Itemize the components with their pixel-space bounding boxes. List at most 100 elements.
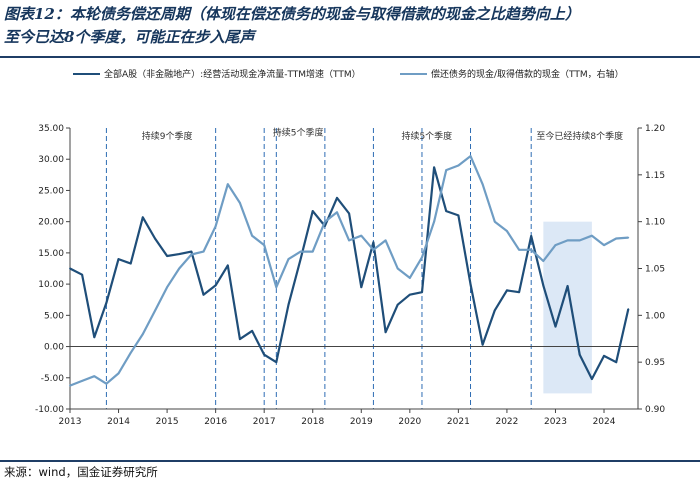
series-layer xyxy=(69,154,630,387)
series-1-point xyxy=(190,250,193,253)
annotation-2: 持续5个季度 xyxy=(273,126,324,138)
series-2-point xyxy=(408,276,411,279)
series-2-point xyxy=(481,183,484,186)
y-left-tick-label: -10.00 xyxy=(35,405,64,415)
series-1-point xyxy=(481,343,484,346)
series-2-point xyxy=(190,253,193,256)
series-1-point xyxy=(590,378,593,380)
series-2-point xyxy=(506,230,508,232)
y-left-tick-label: 5.00 xyxy=(44,311,64,321)
series-1-point xyxy=(154,237,156,240)
series-1-point xyxy=(457,214,460,217)
series-1-point xyxy=(554,325,557,328)
title-line-2: 至今已达8个季度，可能正在步入尾声 xyxy=(4,28,255,46)
series-1-point xyxy=(141,216,144,219)
series-1-point xyxy=(530,235,533,237)
annotation-4: 至今已经持续8个季度 xyxy=(536,130,623,142)
series-2-point xyxy=(348,239,351,242)
series-2-point xyxy=(590,234,593,237)
series-2-point xyxy=(202,250,205,253)
series-2-point xyxy=(81,380,84,382)
series-1-point xyxy=(275,361,278,364)
series-2-point xyxy=(542,260,545,262)
series-1-point xyxy=(311,210,314,212)
x-tick-label: 2020 xyxy=(398,417,421,427)
x-tick-label: 2021 xyxy=(447,417,470,427)
annotation-layer: 持续9个季度 持续5个季度 持续5个季度 至今已经持续8个季度 xyxy=(142,126,623,142)
annotation-3: 持续5个季度 xyxy=(401,130,452,142)
axis-layer: 35.00 30.00 25.00 20.00 15.00 10.00 5.00 0.00 -5… xyxy=(35,124,665,427)
series-2-point xyxy=(311,250,314,253)
series-2-point xyxy=(627,236,630,239)
title-divider xyxy=(0,56,700,58)
series-1-point xyxy=(396,303,399,306)
series-1-point xyxy=(166,255,168,257)
y-left-tick-label: 20.00 xyxy=(38,218,64,228)
y-left-tick-label: 30.00 xyxy=(38,155,64,165)
legend-label-secondary: 偿还债务的现金/取得借款的现金（TTM，右轴） xyxy=(431,68,624,80)
series-1-point xyxy=(129,262,132,265)
legend: 全部A股（非金融地产）:经营活动现金净流量-TTM增速（TTM） 偿还债务的现金… xyxy=(73,68,624,80)
series-2-point xyxy=(141,333,144,335)
series-1-point xyxy=(239,338,241,340)
series-2-point xyxy=(299,250,302,253)
series-2-point xyxy=(469,155,472,157)
series-2-point xyxy=(166,286,168,289)
series-2-point xyxy=(530,248,533,251)
series-2-point xyxy=(396,267,399,270)
series-1-point xyxy=(226,264,229,267)
series-1-point xyxy=(117,258,120,261)
x-tick-label: 2022 xyxy=(495,417,518,427)
series-2-point xyxy=(615,237,618,240)
series-1-point xyxy=(93,336,96,339)
series-2-point xyxy=(323,220,326,223)
series-2-point xyxy=(178,267,181,270)
footer-divider xyxy=(0,460,700,462)
series-2-point xyxy=(336,211,338,214)
series-2-point xyxy=(518,248,520,251)
series-2-point xyxy=(214,225,217,228)
series-2-point xyxy=(239,202,241,204)
series-2-point xyxy=(105,382,108,385)
series-2-point xyxy=(287,258,290,261)
y-right-tick-label: 1.15 xyxy=(645,171,665,181)
series-2-point xyxy=(421,256,423,259)
series-2-point xyxy=(372,248,375,251)
series-1-point xyxy=(263,353,266,356)
series-2-point xyxy=(566,239,569,242)
x-tick-label: 2018 xyxy=(301,417,324,427)
series-1-point xyxy=(372,241,375,244)
y-left-tick-label: 25.00 xyxy=(38,186,64,196)
series-1-point xyxy=(627,308,630,310)
y-left-tick-label: -5.00 xyxy=(41,374,65,384)
series-2-point xyxy=(554,244,557,246)
x-tick-label: 2024 xyxy=(593,417,616,427)
series-1-point xyxy=(469,283,472,286)
series-2-point xyxy=(154,309,156,312)
series-1-point xyxy=(603,355,605,357)
series-1-point xyxy=(506,289,508,292)
series-1-point xyxy=(408,293,411,296)
y-left-tick-label: 10.00 xyxy=(38,280,64,290)
series-2-point xyxy=(445,169,448,172)
series-1-point xyxy=(81,273,84,276)
y-left-tick-label: 0.00 xyxy=(44,343,64,353)
line-chart: 35.00 30.00 25.00 20.00 15.00 10.00 5.00 0.00 -5… xyxy=(35,68,665,427)
series-2-point xyxy=(384,239,387,242)
title-line-1: 图表12：本轮债务偿还周期（体现在偿还债务的现金与取得借款的现金之比趋势向上） xyxy=(4,5,580,23)
series-1-point xyxy=(542,284,545,287)
series-1-point xyxy=(421,291,423,294)
series-1-point xyxy=(493,309,496,312)
y-left-tick-label: 15.00 xyxy=(38,249,64,259)
series-2-point xyxy=(493,220,496,223)
series-1-point xyxy=(360,286,363,289)
legend-label-primary: 全部A股（非金融地产）:经营活动现金净流量-TTM增速（TTM） xyxy=(104,68,361,80)
series-2-point xyxy=(433,220,436,223)
series-2-point xyxy=(69,384,71,387)
series-1-point xyxy=(445,210,448,212)
series-2-point xyxy=(578,239,581,242)
chart-title: 图表12：本轮债务偿还周期（体现在偿还债务的现金与取得借款的现金之比趋势向上） … xyxy=(4,3,696,49)
series-2-point xyxy=(226,183,229,186)
series-2-point xyxy=(263,244,266,246)
series-1-point xyxy=(202,293,205,296)
